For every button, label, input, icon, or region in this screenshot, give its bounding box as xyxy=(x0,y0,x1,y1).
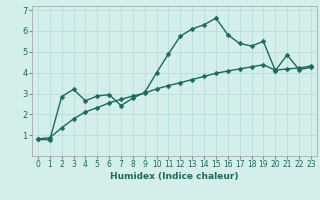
X-axis label: Humidex (Indice chaleur): Humidex (Indice chaleur) xyxy=(110,172,239,181)
